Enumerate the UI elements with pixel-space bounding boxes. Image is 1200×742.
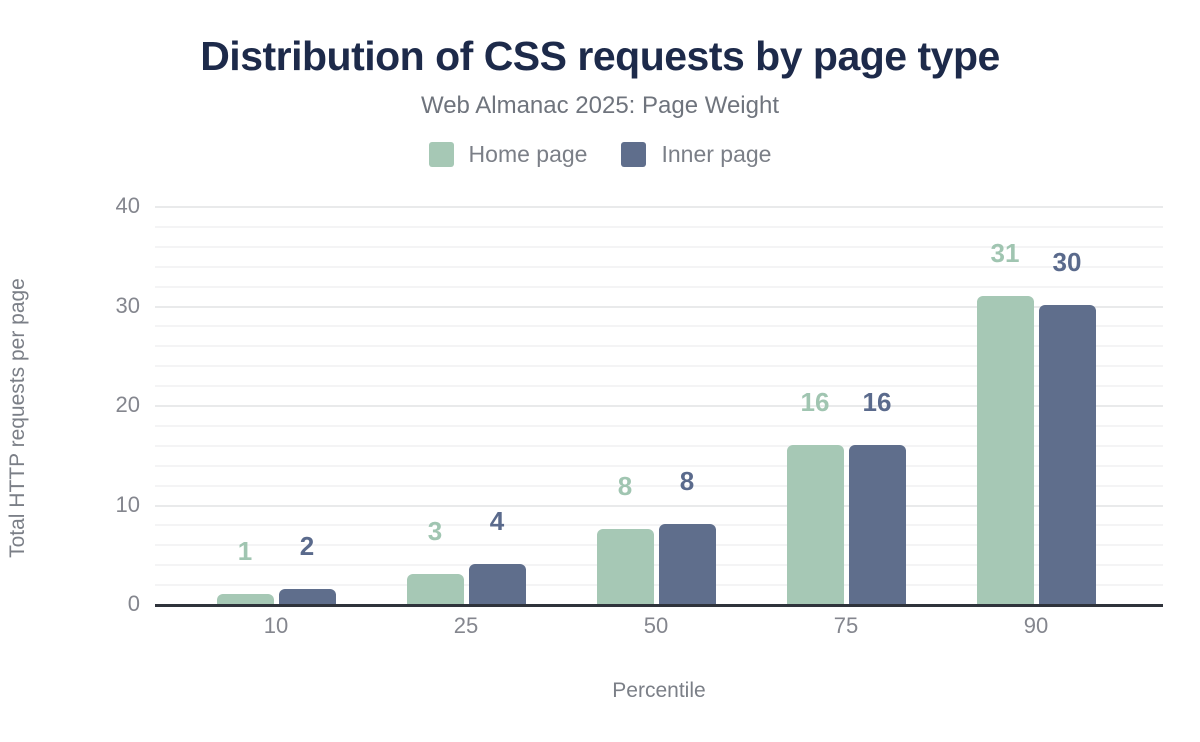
bar-inner-page-p10 — [278, 589, 336, 604]
legend-item-home-page: Home page — [428, 140, 588, 168]
x-tick-label: 90 — [1023, 613, 1049, 638]
bar-inner-page-p90 — [1038, 305, 1096, 604]
legend: Home page Inner page — [0, 140, 1200, 168]
minor-gridline — [155, 464, 1163, 467]
minor-gridline — [155, 345, 1163, 348]
y-tick-label: 40 — [115, 193, 140, 218]
y-tick-label: 20 — [115, 392, 140, 417]
legend-label: Inner page — [661, 140, 772, 167]
major-gridline — [155, 206, 1163, 208]
minor-gridline — [155, 285, 1163, 288]
bar-value-label: 16 — [800, 387, 830, 417]
bar-group-p90: 31 30 — [976, 200, 1096, 604]
minor-gridline — [155, 365, 1163, 368]
minor-gridline — [155, 245, 1163, 248]
bar-value-label: 16 — [862, 387, 892, 417]
chart-title: Distribution of CSS requests by page typ… — [200, 33, 1000, 79]
bar-value-label: 8 — [679, 466, 695, 496]
bar-value-label: 30 — [1052, 247, 1082, 277]
bar-home-page-p10 — [216, 594, 274, 604]
minor-gridline — [155, 424, 1163, 427]
minor-gridline — [155, 444, 1163, 447]
x-axis-baseline — [155, 604, 1163, 607]
x-axis-title: Percentile — [612, 679, 706, 702]
minor-gridline — [155, 325, 1163, 328]
y-tick-label: 0 — [127, 591, 140, 616]
minor-gridline — [155, 524, 1163, 527]
x-tick-label: 75 — [833, 613, 859, 638]
minor-gridline — [155, 265, 1163, 268]
bar-home-page-p50 — [596, 529, 654, 604]
bar-value-label: 31 — [990, 238, 1020, 268]
y-tick-label: 10 — [115, 491, 140, 517]
legend-swatch-icon — [621, 141, 647, 167]
legend-item-inner-page: Inner page — [621, 141, 771, 168]
bar-group-p75: 16 16 — [786, 200, 906, 604]
bar-inner-page-p75 — [848, 445, 906, 604]
bar-home-page-p90 — [976, 296, 1034, 604]
bar-home-page-p25 — [406, 574, 464, 604]
minor-gridline — [155, 225, 1163, 228]
bar-value-label: 4 — [489, 506, 505, 536]
bar-value-label: 3 — [427, 516, 443, 546]
minor-gridline — [155, 484, 1163, 487]
legend-label: Home page — [468, 140, 588, 167]
x-tick-label: 10 — [263, 613, 289, 638]
y-tick-label: 30 — [115, 292, 140, 318]
bar-home-page-p75 — [786, 445, 844, 604]
bar-inner-page-p50 — [658, 524, 716, 604]
major-gridline — [155, 305, 1163, 308]
plot-area: 1 2 3 4 8 8 16 16 31 30 — [155, 200, 1163, 607]
legend-swatch-icon — [428, 141, 454, 167]
major-gridline — [155, 405, 1163, 407]
bar-inner-page-p25 — [468, 564, 526, 604]
bar-value-label: 1 — [237, 536, 253, 566]
chart-subtitle: Web Almanac 2025: Page Weight — [420, 92, 779, 119]
minor-gridline — [155, 385, 1163, 388]
bar-value-label: 8 — [617, 471, 633, 501]
x-tick-label: 50 — [643, 613, 669, 638]
x-tick-label: 25 — [453, 613, 479, 638]
bar-value-label: 2 — [299, 531, 315, 561]
major-gridline — [155, 504, 1163, 507]
